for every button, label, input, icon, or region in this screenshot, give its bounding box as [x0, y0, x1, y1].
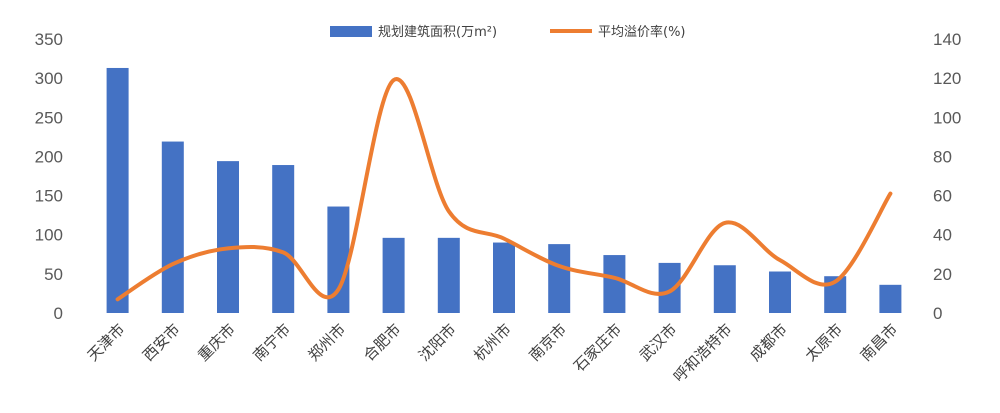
line-series	[115, 77, 893, 302]
left-tick-label: 150	[35, 187, 63, 206]
bar-series	[106, 67, 902, 313]
x-category-label: 成都市	[746, 320, 791, 365]
x-category-label: 天津市	[84, 320, 129, 365]
bar	[437, 237, 460, 313]
bar	[327, 206, 350, 313]
right-tick-label: 60	[933, 187, 952, 206]
x-category-label: 南京市	[525, 320, 570, 365]
right-tick-label: 80	[933, 147, 952, 166]
x-category-label: 西安市	[139, 320, 184, 365]
left-tick-label: 200	[35, 147, 63, 166]
x-axis-labels: 天津市 西安市 重庆市 南宁市 郑州市 合肥市 沈阳市 杭州市 南京市 石家庄市 武汉市呼和浩特市成…	[84, 320, 901, 386]
right-tick-label: 140	[933, 30, 961, 49]
legend-line-label: 平均溢价率(%)	[598, 24, 686, 40]
left-tick-label: 250	[35, 108, 63, 127]
x-category-label: 石家庄市	[570, 320, 625, 375]
left-tick-label: 0	[54, 304, 63, 323]
bar	[161, 141, 184, 313]
x-category-label: 太原市	[801, 320, 846, 365]
legend-bar-swatch	[330, 26, 372, 37]
x-category-label: 重庆市	[194, 320, 239, 365]
x-category-label: 南宁市	[249, 320, 294, 365]
legend-bar-label: 规划建筑面积(万m²)	[378, 24, 497, 40]
left-tick-label: 300	[35, 69, 63, 88]
legend: 规划建筑面积(万m²) 平均溢价率(%)	[330, 24, 686, 40]
bar	[603, 255, 626, 313]
bar	[217, 161, 239, 313]
bar	[548, 244, 571, 313]
bar	[106, 67, 129, 313]
bar	[713, 265, 736, 313]
bar	[493, 242, 515, 313]
x-category-label: 南昌市	[857, 320, 902, 365]
right-tick-label: 0	[933, 304, 942, 323]
bar	[769, 271, 791, 313]
x-category-label: 呼和浩特市	[670, 320, 736, 386]
x-category-label: 郑州市	[305, 320, 350, 365]
right-tick-label: 100	[933, 108, 961, 127]
right-tick-label: 20	[933, 265, 952, 284]
bar	[272, 165, 295, 313]
bar	[658, 262, 681, 313]
left-y-axis: 0 50 100 150 200 250 300 350	[35, 30, 63, 323]
right-tick-label: 120	[933, 69, 961, 88]
x-category-label: 沈阳市	[415, 320, 460, 365]
left-tick-label: 350	[35, 30, 63, 49]
left-tick-label: 50	[44, 265, 63, 284]
bar	[879, 284, 902, 313]
right-tick-label: 40	[933, 226, 952, 245]
x-category-label: 合肥市	[360, 320, 405, 365]
left-tick-label: 100	[35, 226, 63, 245]
x-category-label: 杭州市	[470, 320, 515, 365]
right-y-axis: 0 20 40 60 80 100 120 140	[933, 30, 961, 323]
x-category-label: 武汉市	[636, 320, 681, 365]
bar	[382, 237, 405, 313]
line-path	[115, 77, 893, 302]
